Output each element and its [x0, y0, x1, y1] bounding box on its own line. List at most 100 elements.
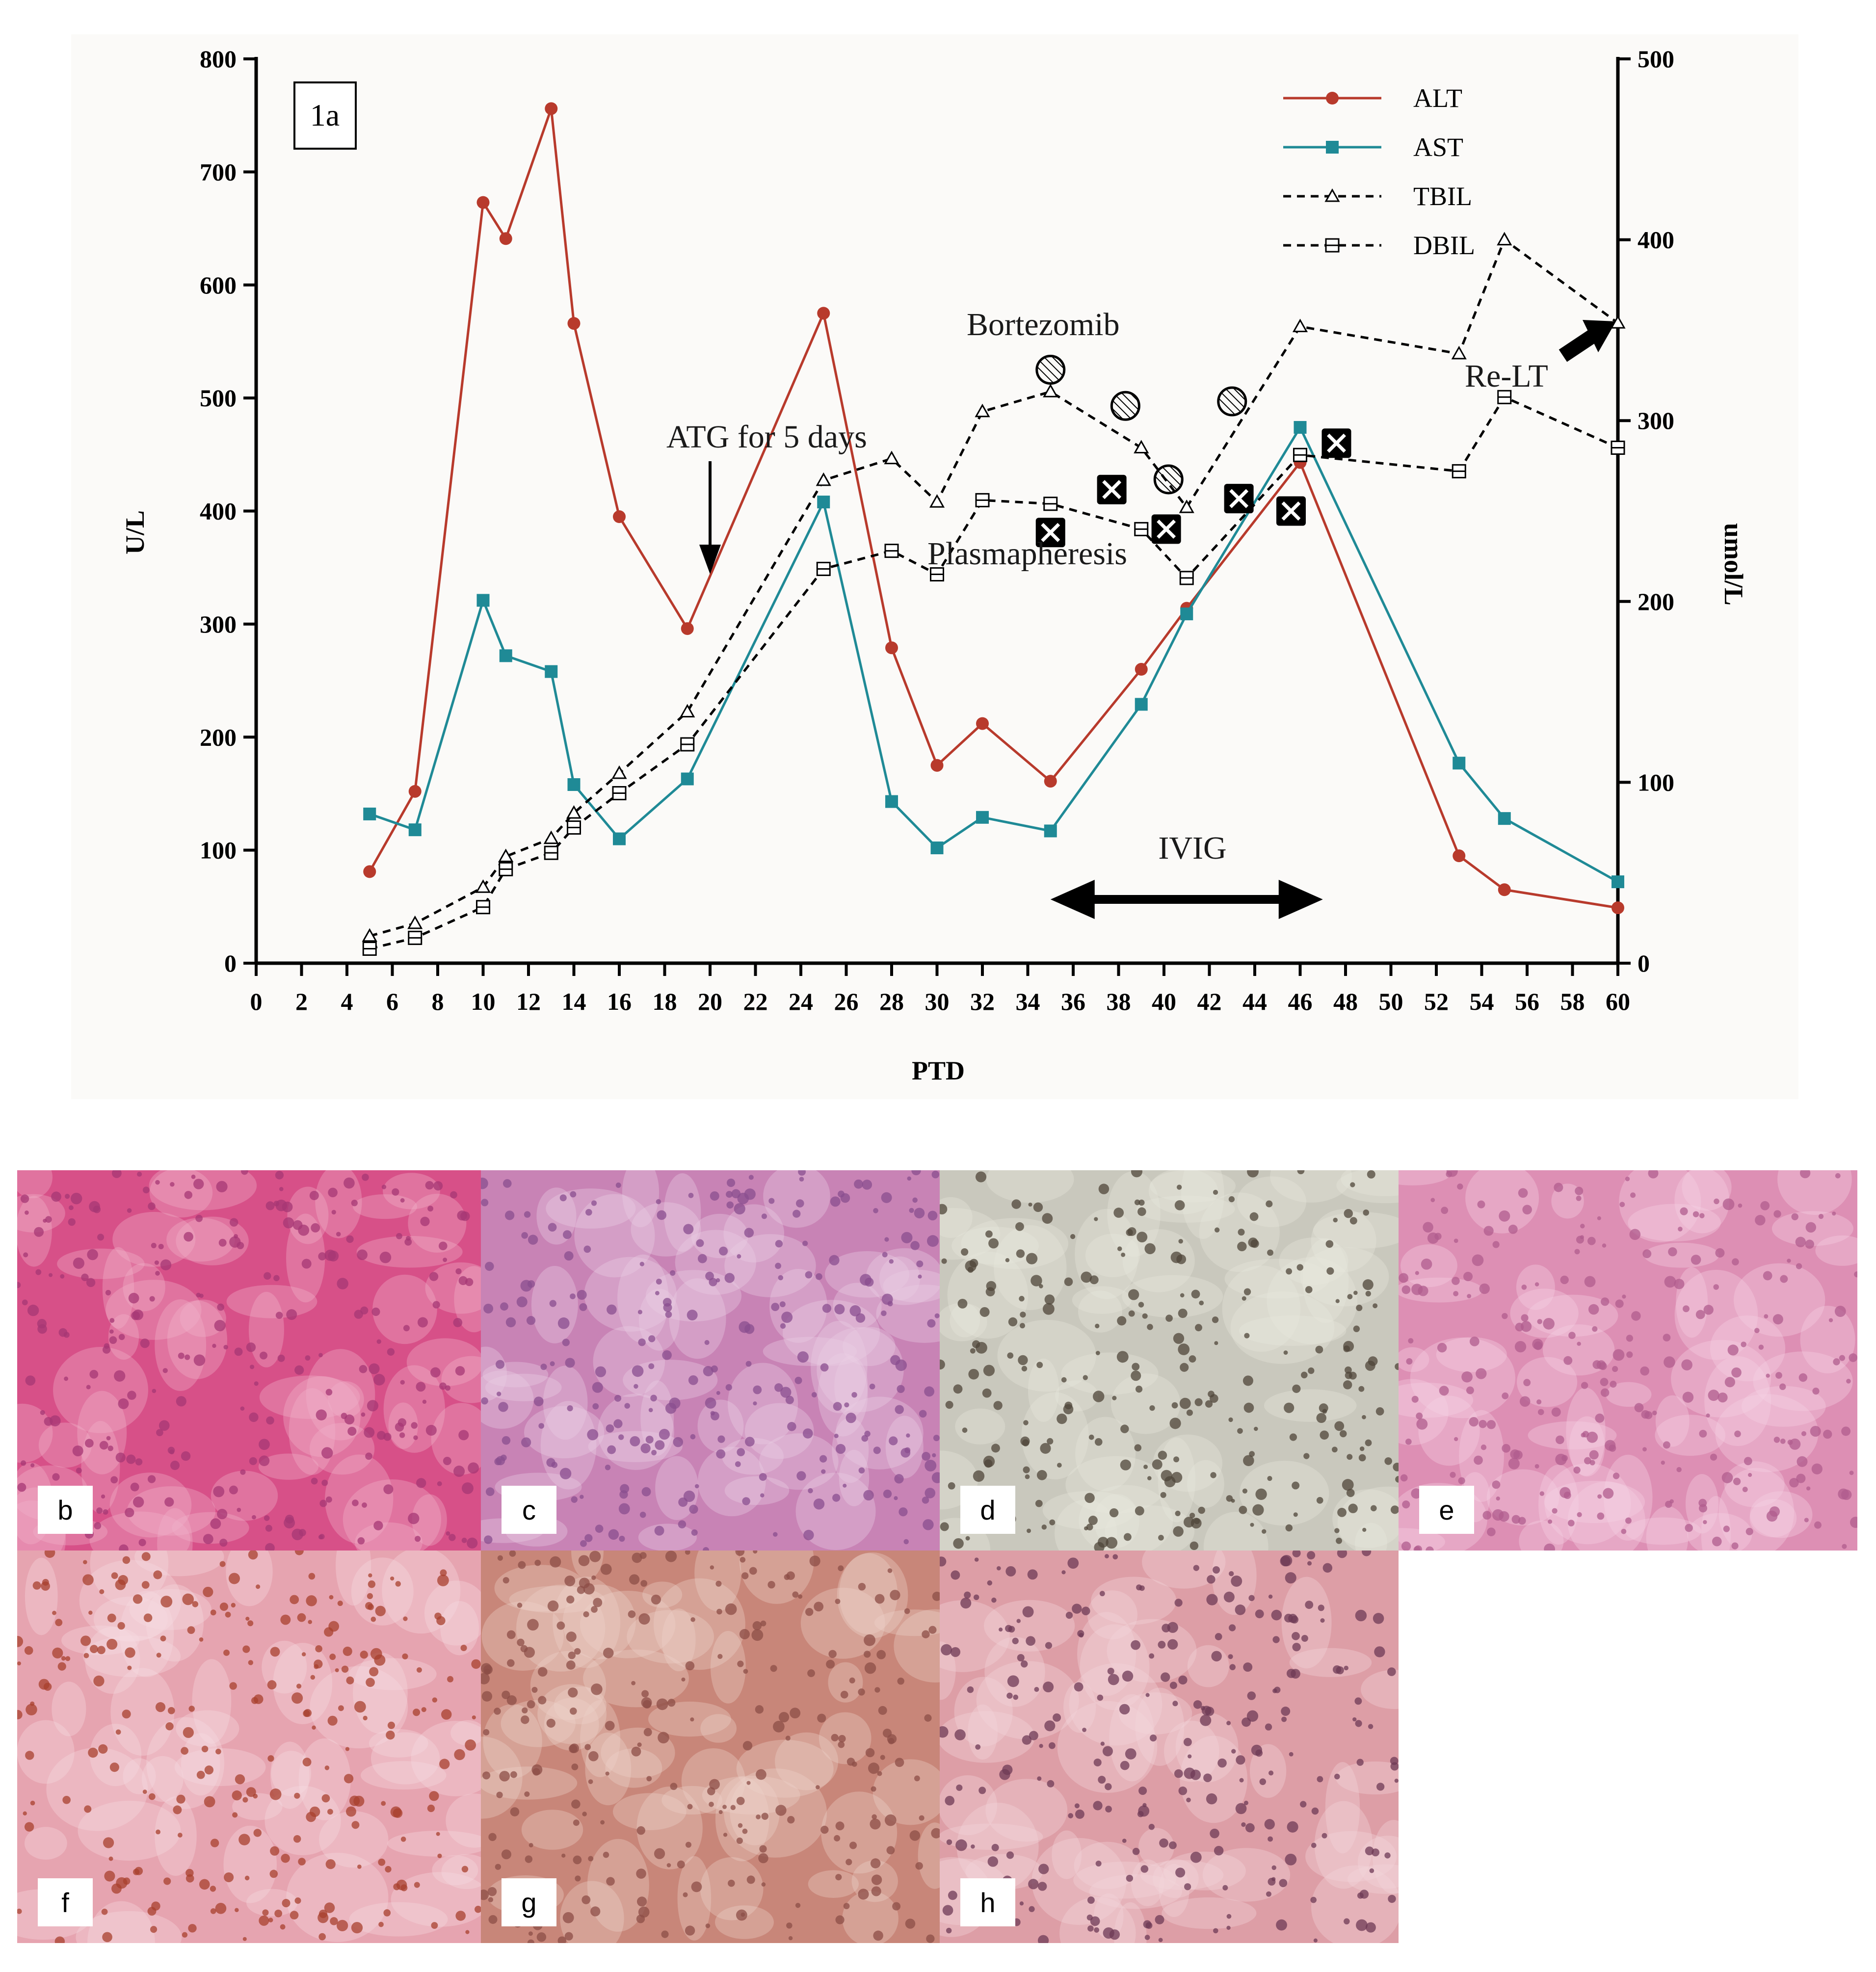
- ast-point: [545, 665, 558, 678]
- ast-point: [499, 649, 512, 662]
- legend-dbil-label: DBIL: [1413, 231, 1475, 260]
- histology-texture: [940, 1551, 1399, 1943]
- dbil-point: [612, 786, 627, 801]
- alt-point: [545, 102, 558, 115]
- legend-ast-label: AST: [1413, 132, 1463, 162]
- alt-point: [885, 641, 898, 655]
- y-right-tick-label: 0: [1638, 949, 1650, 977]
- bortezomib-marker: [1110, 391, 1140, 421]
- dbil-point: [1452, 464, 1466, 478]
- x-tick-label: 60: [1606, 988, 1630, 1015]
- dbil-point: [1134, 522, 1149, 536]
- plasmapheresis-marker: [1321, 428, 1351, 458]
- x-tick-label: 18: [653, 988, 677, 1015]
- x-tick-label: 30: [925, 988, 950, 1015]
- plasmapheresis-label: Plasmapheresis: [927, 536, 1127, 572]
- dbil-point: [1611, 440, 1625, 455]
- histology-photo-g: g: [481, 1551, 940, 1943]
- tbil-point: [1292, 318, 1308, 333]
- alt-point: [567, 317, 581, 330]
- plasmapheresis-marker: [1097, 474, 1127, 504]
- ast-point: [885, 795, 898, 808]
- ivig-label: IVIG: [1158, 830, 1226, 866]
- dbil-point: [1497, 390, 1512, 404]
- histology-texture: [17, 1551, 481, 1943]
- x-tick-label: 52: [1424, 988, 1449, 1015]
- x-tick-label: 48: [1333, 988, 1358, 1015]
- x-tick-label: 34: [1016, 988, 1040, 1015]
- legend-tbil-label: TBIL: [1413, 182, 1472, 211]
- y-right-tick-label: 200: [1638, 588, 1674, 615]
- histology-photo-f: f: [17, 1551, 481, 1943]
- relt-arrow-shaft: [1559, 330, 1597, 362]
- dbil-point: [884, 544, 899, 558]
- x-tick-label: 50: [1379, 988, 1403, 1015]
- ast-line: [369, 424, 1619, 883]
- y-left-tick-label: 700: [200, 158, 237, 185]
- tbil-point: [362, 928, 377, 942]
- plasmapheresis-marker: [1035, 518, 1065, 548]
- dbil-point: [1293, 447, 1307, 462]
- atg-label: ATG for 5 days: [666, 419, 867, 455]
- ast-point: [1612, 875, 1624, 889]
- x-tick-label: 2: [295, 988, 308, 1015]
- dbil-point: [1179, 571, 1194, 585]
- dbil-point: [816, 561, 831, 576]
- y-axis-right-title: umol/L: [1719, 523, 1748, 605]
- y-left-tick-label: 100: [200, 837, 237, 864]
- ast-point: [976, 811, 989, 824]
- relt-arrow-head: [1583, 320, 1616, 352]
- x-tick-label: 26: [834, 988, 859, 1015]
- x-tick-label: 44: [1242, 988, 1267, 1015]
- tbil-point: [975, 403, 990, 418]
- dbil-point: [567, 820, 581, 835]
- x-tick-label: 28: [879, 988, 904, 1015]
- ast-point: [408, 823, 422, 837]
- bortezomib-label: Bortezomib: [967, 307, 1120, 342]
- x-tick-label: 42: [1197, 988, 1222, 1015]
- ast-point: [681, 772, 694, 786]
- alt-point: [613, 510, 626, 524]
- tbil-point: [1451, 345, 1467, 360]
- ast-point: [1180, 607, 1193, 621]
- photo-label-h: h: [960, 1878, 1015, 1926]
- tbil-point: [680, 704, 695, 718]
- dbil-point: [1043, 497, 1058, 511]
- relt-label: Re-LT: [1465, 358, 1548, 394]
- histology-photo-b: b: [17, 1170, 481, 1551]
- x-tick-label: 20: [698, 988, 722, 1015]
- alt-point: [499, 232, 512, 245]
- y-right-tick-label: 400: [1638, 226, 1674, 254]
- alt-point: [1612, 901, 1624, 915]
- alt-point: [1044, 775, 1057, 788]
- y-left-tick-label: 200: [200, 723, 237, 751]
- ast-point: [476, 594, 490, 607]
- ast-point: [1453, 757, 1466, 770]
- bortezomib-marker: [1217, 386, 1247, 417]
- x-axis-title: PTD: [912, 1056, 965, 1085]
- x-tick-label: 16: [607, 988, 632, 1015]
- x-tick-label: 0: [250, 988, 263, 1015]
- tbil-point: [543, 830, 559, 844]
- bortezomib-marker: [1153, 464, 1184, 495]
- photo-label-g: g: [502, 1878, 556, 1926]
- photo-label-e: e: [1419, 1486, 1474, 1534]
- ast-point: [1498, 812, 1511, 825]
- atg-arrow-head: [699, 545, 721, 574]
- y-axis-left-title: U/L: [120, 510, 150, 554]
- y-left-tick-label: 300: [200, 610, 237, 638]
- x-tick-label: 38: [1107, 988, 1131, 1015]
- alt-point: [1498, 883, 1511, 896]
- tbil-point: [929, 494, 945, 508]
- histology-photo-h: h: [940, 1551, 1399, 1943]
- plasmapheresis-marker: [1224, 484, 1254, 514]
- alt-point: [408, 785, 422, 798]
- histology-photo-e: e: [1399, 1170, 1857, 1551]
- panel-label: 1a: [310, 98, 340, 132]
- photo-label-c: c: [502, 1486, 556, 1534]
- x-tick-label: 54: [1470, 988, 1494, 1015]
- legend-dbil-marker: [1325, 238, 1340, 253]
- x-tick-label: 58: [1560, 988, 1585, 1015]
- dbil-point: [408, 930, 423, 945]
- x-tick-label: 36: [1061, 988, 1085, 1015]
